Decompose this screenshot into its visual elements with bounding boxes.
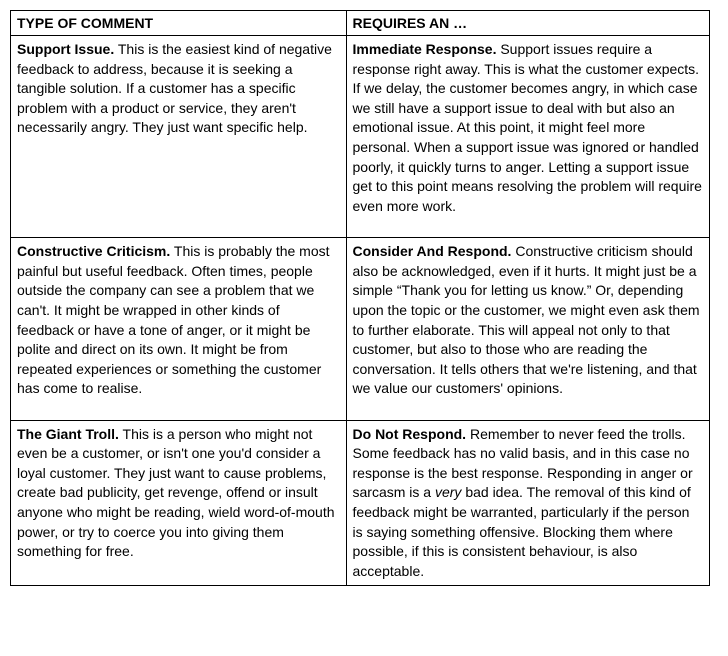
cell-right: Immediate Response. Support issues requi…	[346, 36, 709, 238]
row-body: Support issues require a response right …	[353, 41, 702, 214]
header-col1: TYPE OF COMMENT	[11, 11, 347, 36]
cell-spacer	[353, 399, 703, 416]
cell-right: Consider And Respond. Constructive criti…	[346, 238, 709, 421]
row-title: Consider And Respond.	[353, 243, 512, 259]
row-body-italic: very	[435, 484, 461, 500]
header-col2: REQUIRES AN …	[346, 11, 709, 36]
row-title: Do Not Respond.	[353, 426, 467, 442]
row-body: Constructive criticism should also be ac…	[353, 243, 700, 396]
table-row: The Giant Troll. This is a person who mi…	[11, 420, 710, 586]
cell-right: Do Not Respond. Remember to never feed t…	[346, 420, 709, 586]
row-title: Support Issue.	[17, 41, 114, 57]
row-title: Immediate Response.	[353, 41, 497, 57]
table-row: Constructive Criticism. This is probably…	[11, 238, 710, 421]
table-header-row: TYPE OF COMMENT REQUIRES AN …	[11, 11, 710, 36]
row-body: This is probably the most painful but us…	[17, 243, 330, 396]
cell-left: Constructive Criticism. This is probably…	[11, 238, 347, 421]
row-title: Constructive Criticism.	[17, 243, 170, 259]
cell-left: The Giant Troll. This is a person who mi…	[11, 420, 347, 586]
comment-response-table: TYPE OF COMMENT REQUIRES AN … Support Is…	[10, 10, 710, 586]
row-body: This is a person who might not even be a…	[17, 426, 335, 560]
table-row: Support Issue. This is the easiest kind …	[11, 36, 710, 238]
row-title: The Giant Troll.	[17, 426, 119, 442]
cell-spacer	[353, 216, 703, 233]
cell-left: Support Issue. This is the easiest kind …	[11, 36, 347, 238]
